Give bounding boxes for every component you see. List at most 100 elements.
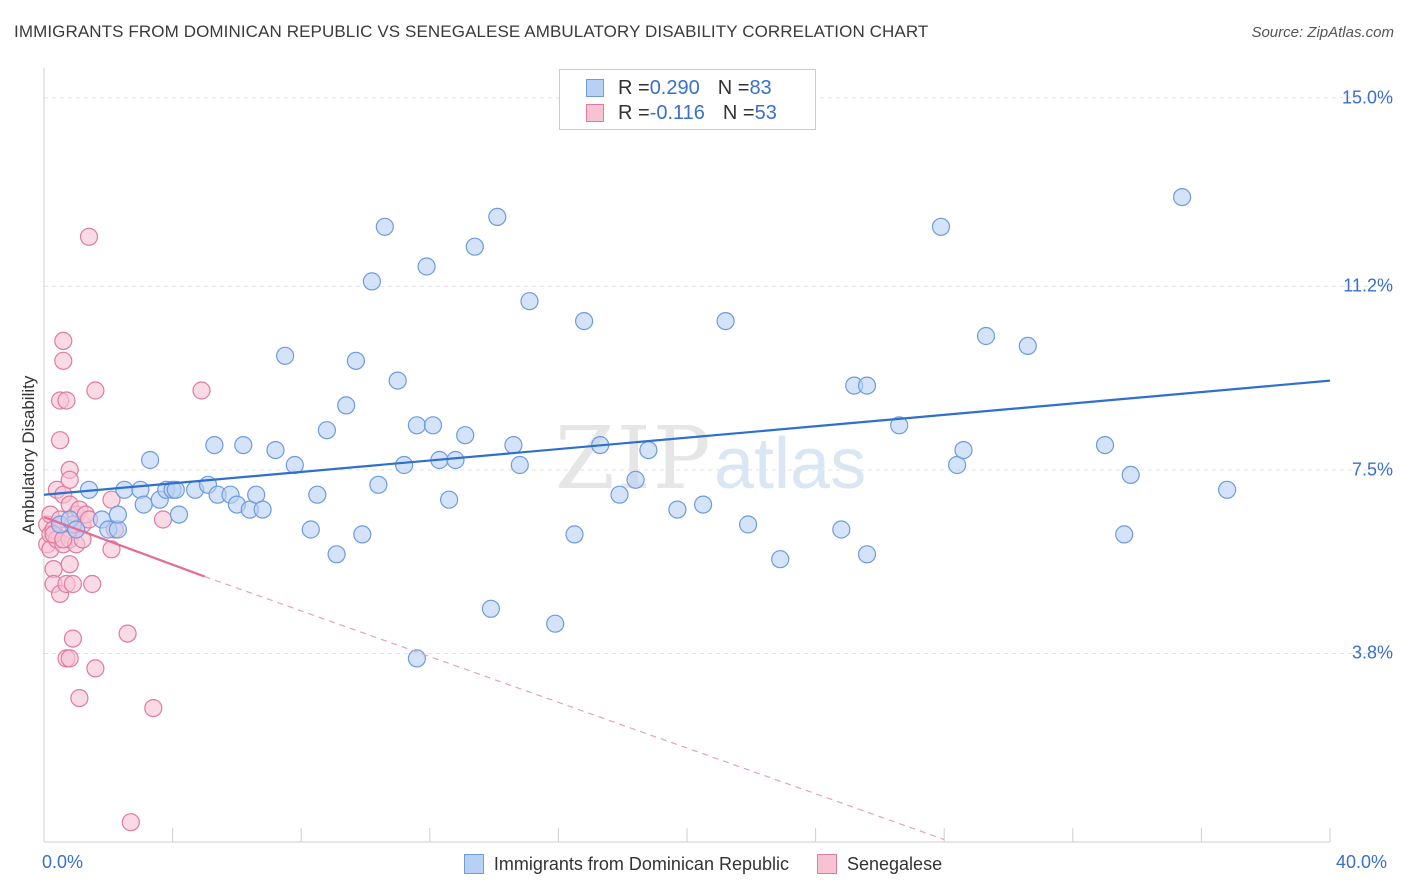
- dominican-point-35: [346, 351, 365, 370]
- dominican-point-33: [327, 545, 346, 564]
- legend-n-label: N =: [722, 101, 755, 124]
- dominican-point-11: [141, 450, 160, 470]
- dominican-point-68: [832, 520, 851, 539]
- dominican-point-63: [668, 500, 687, 519]
- dominican-point-55: [520, 292, 539, 311]
- legend-r-label: R =: [618, 101, 650, 124]
- dominican-point-26: [253, 500, 272, 519]
- dominican-point-60: [610, 485, 629, 504]
- legend-item-senegalese: Senegalese: [817, 854, 942, 875]
- x-tick-label-min: 0.0%: [42, 852, 84, 872]
- legend-swatch-dominican: [463, 854, 484, 874]
- legend-n-label: N =: [717, 76, 750, 99]
- dominican-point-23: [234, 436, 253, 455]
- dominican-point-79: [1115, 525, 1134, 544]
- dominican-point-73: [931, 217, 951, 236]
- dominican-point-81: [1172, 188, 1192, 207]
- watermark-zip: ZIP: [555, 409, 713, 509]
- dominican-point-49: [456, 426, 475, 445]
- dominican-point-52: [488, 207, 507, 226]
- senegalese-point-22: [60, 470, 79, 489]
- legend-n-value: 53: [754, 101, 777, 124]
- senegalese-point-40: [86, 659, 105, 678]
- dominican-point-82: [1217, 480, 1237, 499]
- dominican-point-30: [301, 520, 320, 539]
- senegalese-trend-line: [43, 516, 206, 578]
- dominican-point-32: [317, 421, 336, 440]
- watermark-atlas: atlas: [714, 424, 866, 504]
- dominican-point-19: [205, 436, 224, 455]
- dominican-point-34: [337, 396, 356, 415]
- legend-swatch-senegalese: [817, 854, 837, 874]
- dominican-point-78: [1095, 436, 1115, 455]
- senegalese-point-47: [153, 510, 173, 529]
- legend-r-value: 0.290: [649, 76, 700, 99]
- y-tick-label-1: 7.5%: [1351, 459, 1393, 480]
- senegalese-point-46: [144, 698, 163, 718]
- legend-r-label: R =: [618, 76, 650, 99]
- y-tick-label-2: 11.2%: [1343, 275, 1393, 296]
- dominican-point-27: [266, 441, 285, 460]
- y-tick-label-0: 3.8%: [1351, 642, 1393, 663]
- chart-title: IMMIGRANTS FROM DOMINICAN REPUBLIC VS SE…: [14, 22, 929, 41]
- dominican-point-77: [1018, 336, 1037, 355]
- dominican-point-48: [446, 450, 465, 470]
- legend-label-dominican: Immigrants from Dominican Republic: [493, 853, 789, 874]
- legend-swatch-dominican: [586, 79, 604, 97]
- dominican-point-76: [976, 326, 996, 346]
- senegalese-point-25: [60, 555, 79, 574]
- dominican-point-8: [115, 480, 134, 499]
- dominican-point-47: [440, 490, 459, 509]
- senegalese-point-26: [60, 649, 79, 668]
- dominican-point-43: [407, 649, 426, 668]
- x-tick-label-max: 40.0%: [1336, 852, 1388, 872]
- dominican-point-31: [308, 485, 327, 504]
- dominican-point-70: [857, 376, 877, 395]
- dominican-point-57: [565, 525, 584, 544]
- dominican-point-75: [954, 441, 973, 460]
- gridlines: [44, 97, 1390, 654]
- dominican-point-80: [1121, 465, 1140, 484]
- dominican-point-41: [395, 455, 414, 475]
- dominican-point-54: [510, 455, 529, 475]
- series-dominican-points: [50, 188, 1237, 668]
- dominican-point-9: [131, 480, 150, 499]
- dominican-point-64: [693, 495, 713, 514]
- series-legend: Immigrants from Dominican Republic Seneg…: [0, 852, 1406, 876]
- senegalese-point-48: [192, 381, 211, 400]
- y-axis-label: Ambulatory Disability: [19, 375, 38, 535]
- dominican-point-36: [353, 525, 372, 544]
- dominican-point-40: [388, 371, 407, 390]
- dominican-point-67: [771, 550, 790, 569]
- senegalese-point-15: [54, 351, 73, 370]
- legend-row-dominican: R = 0.290 N = 83: [586, 76, 772, 100]
- trend-lines: [43, 379, 1331, 841]
- y-tick-label-3: 15.0%: [1341, 87, 1393, 108]
- senegalese-trend-extension: [204, 576, 945, 841]
- source-credit: Source: ZipAtlas.com: [1251, 24, 1394, 41]
- dominican-point-44: [417, 257, 436, 276]
- senegalese-point-38: [83, 574, 102, 594]
- dominican-trend-line: [43, 379, 1331, 496]
- senegalese-point-18: [57, 391, 76, 410]
- dominican-point-28: [276, 346, 295, 365]
- dominican-point-45: [423, 416, 443, 435]
- dominican-point-53: [504, 436, 523, 455]
- dominican-point-39: [375, 217, 394, 236]
- senegalese-point-36: [79, 227, 99, 246]
- senegalese-point-14: [54, 331, 73, 350]
- legend-label-senegalese: Senegalese: [847, 853, 943, 874]
- senegalese-point-12: [50, 431, 70, 450]
- dominican-point-58: [574, 312, 594, 331]
- dominican-point-62: [639, 441, 658, 460]
- dominican-point-42: [407, 416, 426, 435]
- dominican-point-10: [134, 495, 153, 514]
- dominican-point-51: [481, 599, 500, 618]
- senegalese-point-27: [63, 574, 83, 594]
- legend-r-value: -0.116: [649, 101, 705, 124]
- senegalese-point-42: [102, 540, 121, 559]
- dominican-point-66: [738, 515, 758, 534]
- dominican-point-16: [169, 505, 189, 524]
- dominican-point-50: [465, 237, 484, 256]
